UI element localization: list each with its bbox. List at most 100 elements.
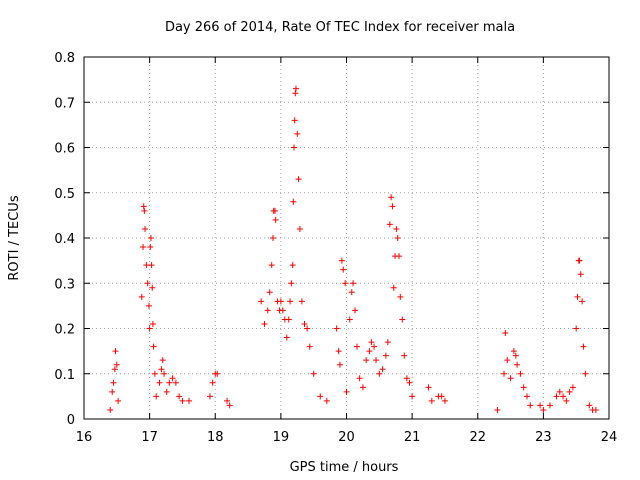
data-point [335, 348, 342, 355]
data-point [368, 339, 375, 346]
y-tick-label: 0.8 [54, 51, 75, 66]
data-point [290, 198, 297, 205]
data-point [350, 280, 357, 287]
data-point [384, 339, 391, 346]
data-point [291, 117, 298, 124]
data-point [149, 320, 156, 327]
data-point [115, 397, 122, 404]
data-point [142, 225, 149, 232]
data-point [294, 130, 301, 137]
data-point [277, 298, 284, 305]
data-point [348, 289, 355, 296]
data-point [264, 307, 271, 314]
data-point [113, 361, 120, 368]
data-point [386, 221, 393, 228]
data-point [502, 330, 509, 337]
data-point [441, 397, 448, 404]
x-tick-label: 24 [601, 430, 618, 445]
data-point [169, 375, 176, 382]
data-point [279, 307, 286, 314]
data-point [296, 225, 303, 232]
axis-ticks: 16 17 18 19 20 21 22 23 24 0 0.1 0.2 0.3 0.4 0.5 0.6 0.7… [54, 51, 617, 445]
data-point [396, 253, 402, 260]
y-tick-label: 0 [67, 413, 75, 428]
data-point [501, 370, 507, 377]
data-point [266, 289, 273, 296]
data-point [336, 361, 343, 368]
data-point [110, 379, 117, 386]
data-point [287, 298, 294, 305]
data-point [291, 144, 297, 151]
data-point [382, 352, 389, 359]
data-point [161, 370, 168, 377]
chart-title: Day 266 of 2014, Rate Of TEC Index for r… [165, 20, 515, 35]
data-point [592, 406, 599, 413]
data-point [140, 203, 147, 210]
data-point [394, 235, 401, 241]
data-point [401, 352, 408, 359]
data-point [346, 316, 353, 323]
data-point [376, 370, 383, 377]
data-point [379, 366, 386, 373]
y-tick-label: 0.7 [54, 96, 75, 111]
y-tick-label: 0.5 [54, 187, 75, 202]
data-point [354, 343, 360, 350]
data-point [149, 284, 156, 291]
data-point [586, 402, 593, 409]
data-point [214, 370, 221, 377]
data-point [109, 388, 116, 395]
data-point [176, 393, 183, 400]
data-point [138, 293, 145, 300]
x-tick-label: 18 [207, 430, 224, 445]
data-point [343, 388, 350, 395]
data-point [186, 397, 192, 404]
data-point [366, 348, 373, 355]
data-point [556, 388, 563, 395]
x-axis-title: GPS time / hours [290, 460, 399, 475]
data-point [271, 207, 278, 214]
data-point [317, 393, 324, 400]
data-point [576, 257, 583, 264]
data-point [363, 357, 370, 364]
data-point [540, 406, 547, 413]
y-tick-label: 0.6 [54, 142, 75, 157]
data-point [397, 293, 404, 300]
data-point [425, 384, 432, 391]
data-point [510, 348, 517, 355]
y-tick-label: 0.2 [54, 323, 75, 338]
data-point [352, 307, 359, 314]
data-point [356, 375, 363, 382]
data-point [150, 343, 157, 350]
data-point [438, 393, 445, 400]
data-point [507, 375, 514, 382]
data-point [285, 316, 292, 323]
data-point [179, 397, 186, 404]
data-point [520, 384, 527, 391]
data-point [579, 298, 586, 305]
data-point [310, 370, 317, 377]
data-point [573, 325, 580, 332]
data-point [517, 370, 524, 377]
data-point [147, 235, 154, 241]
data-point [514, 361, 521, 368]
data-point [399, 316, 406, 323]
data-point [272, 216, 279, 223]
data-point [166, 379, 173, 386]
data-point [111, 366, 118, 373]
data-point [295, 176, 302, 183]
data-point [340, 266, 347, 273]
grid-lines [84, 57, 609, 419]
data-point [158, 366, 165, 373]
data-point [153, 393, 160, 400]
data-point [143, 262, 150, 269]
data-point [146, 325, 153, 332]
data-point [292, 90, 299, 97]
x-tick-label: 23 [535, 430, 552, 445]
data-point [148, 262, 155, 269]
data-point [566, 388, 573, 395]
data-point [292, 85, 299, 92]
data-point [338, 257, 345, 264]
data-point [226, 402, 233, 409]
x-tick-label: 19 [273, 430, 290, 445]
